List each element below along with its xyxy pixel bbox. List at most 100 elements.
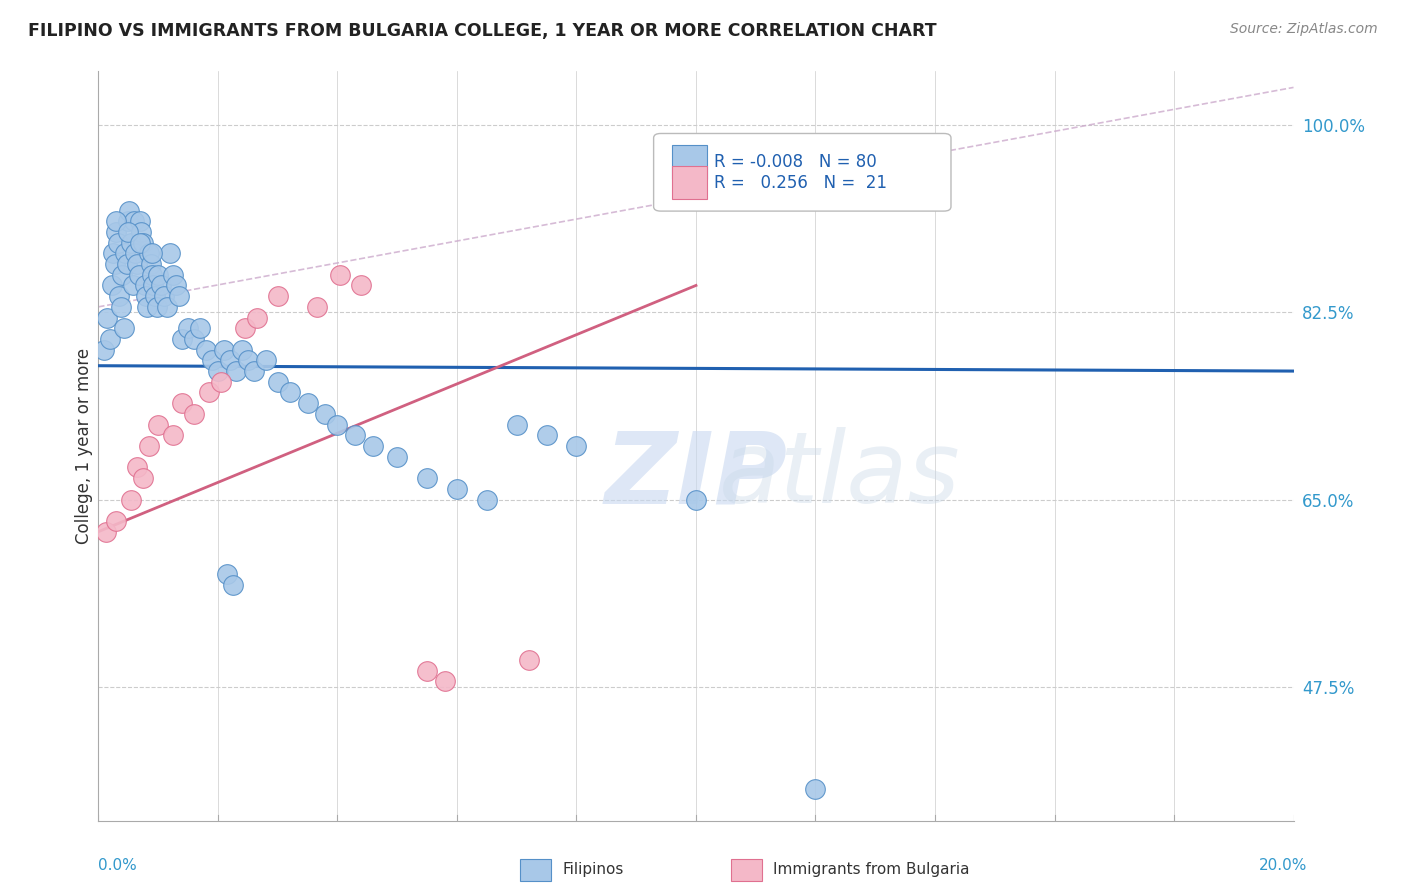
Point [188,321,211,335]
Point [254,353,277,368]
Point [183,407,205,421]
Point [141,268,163,282]
Point [108,289,131,303]
Point [139,257,162,271]
Point [105,514,128,528]
Point [183,332,205,346]
Point [120,235,142,250]
Point [201,353,224,368]
Text: FILIPINO VS IMMIGRANTS FROM BULGARIA COLLEGE, 1 YEAR OR MORE CORRELATION CHART: FILIPINO VS IMMIGRANTS FROM BULGARIA COL… [28,22,936,40]
Point [135,289,157,303]
Point [172,332,194,346]
Text: R =   0.256   N =  21: R = 0.256 N = 21 [714,174,887,192]
Point [146,300,169,314]
Point [115,257,138,271]
Point [475,492,498,507]
Point [297,396,319,410]
Point [207,364,229,378]
Point [153,289,176,303]
Point [363,439,385,453]
Point [506,417,529,432]
Point [100,278,122,293]
Point [326,417,349,432]
Point [104,257,127,271]
Point [231,343,253,357]
Point [225,364,247,378]
Point [134,278,156,293]
Point [434,674,457,689]
Point [416,471,439,485]
Point [536,428,558,442]
Point [120,492,142,507]
Point [685,492,707,507]
Point [195,343,218,357]
Point [141,246,163,260]
Point [243,364,266,378]
Point [148,268,170,282]
Point [215,567,238,582]
Point [131,225,153,239]
Point [165,278,187,293]
Text: Filipinos: Filipinos [562,863,624,877]
Text: Immigrants from Bulgaria: Immigrants from Bulgaria [773,863,970,877]
Point [142,278,165,293]
Point [103,246,125,260]
Point [128,268,150,282]
Point [127,460,149,475]
Point [350,278,373,293]
Point [565,439,588,453]
Point [162,428,184,442]
Point [105,214,128,228]
Point [167,289,190,303]
Point [138,246,160,260]
Point [172,396,194,410]
Point [136,300,159,314]
Point [385,450,409,464]
Point [114,246,136,260]
Point [96,310,118,325]
Point [111,268,134,282]
Point [110,300,132,314]
Point [278,385,301,400]
Text: Source: ZipAtlas.com: Source: ZipAtlas.com [1230,22,1378,37]
Point [129,214,152,228]
Point [222,578,245,592]
Point [105,225,128,239]
Point [212,343,235,357]
Text: ZIP: ZIP [605,427,787,524]
Point [236,353,259,368]
Point [219,353,242,368]
Point [117,214,139,228]
Point [124,246,146,260]
Point [124,214,146,228]
Point [233,321,256,335]
Point [305,300,328,314]
Point [150,278,173,293]
Point [315,407,337,421]
Text: R = -0.008   N = 80: R = -0.008 N = 80 [714,153,877,171]
Point [804,781,827,796]
Point [112,321,135,335]
Point [132,471,155,485]
Point [209,375,232,389]
Point [127,257,149,271]
Y-axis label: College, 1 year or more: College, 1 year or more [75,348,93,544]
Text: atlas: atlas [718,427,960,524]
Point [156,300,179,314]
Point [107,235,129,250]
Point [98,332,122,346]
Point [344,428,367,442]
Point [267,289,290,303]
Point [117,225,139,239]
Point [148,417,170,432]
Point [143,289,166,303]
Point [94,524,117,539]
Point [198,385,221,400]
Point [329,268,352,282]
Point [246,310,269,325]
Point [132,235,155,250]
Point [177,321,200,335]
Point [162,268,184,282]
Text: 20.0%: 20.0% [1260,858,1308,872]
Point [138,439,160,453]
